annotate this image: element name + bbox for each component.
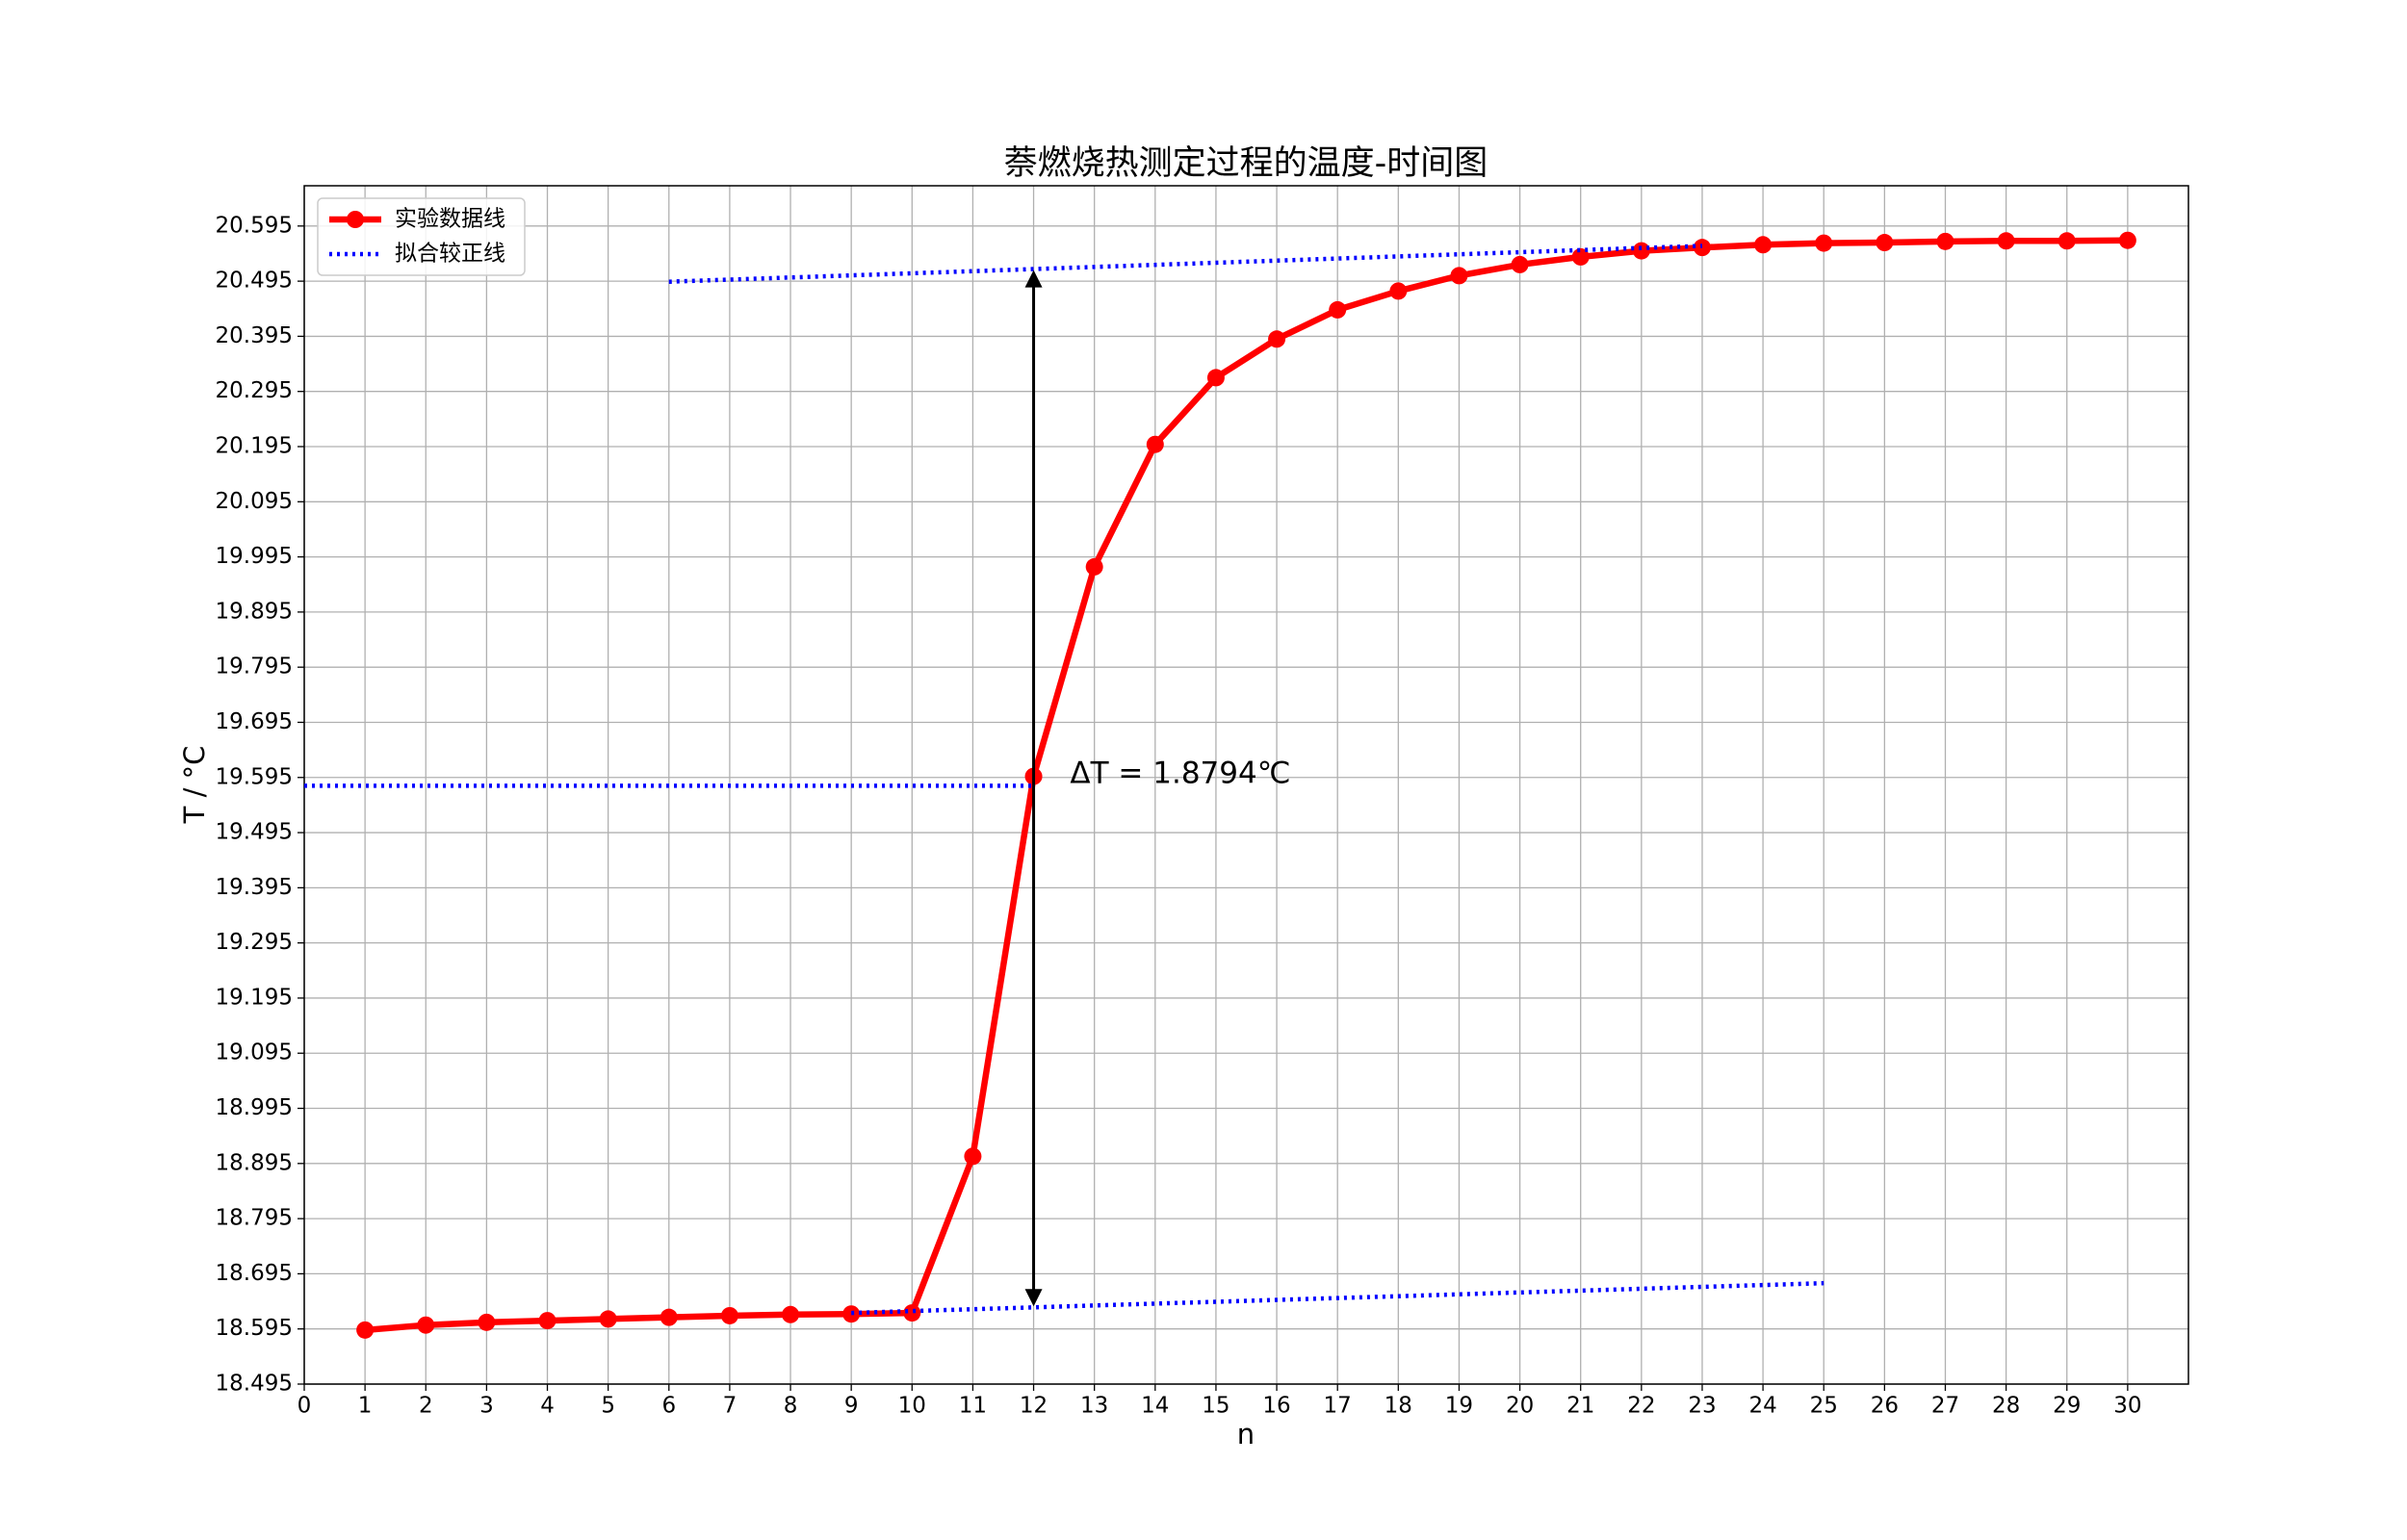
data-point: [1815, 234, 1833, 252]
x-tick-label: 19: [1445, 1394, 1473, 1419]
x-tick-label: 5: [601, 1394, 615, 1419]
y-tick-label: 19.595: [216, 764, 293, 789]
data-point: [720, 1306, 738, 1324]
x-tick-label: 23: [1688, 1394, 1716, 1419]
x-tick-label: 30: [2113, 1394, 2141, 1419]
y-tick-label: 19.395: [216, 875, 293, 900]
chart-title: 萘燃烧热测定过程的温度-时间图: [1004, 144, 1488, 183]
x-tick-label: 2: [419, 1394, 433, 1419]
y-tick-label: 20.395: [216, 323, 293, 348]
y-tick-label: 19.995: [216, 544, 293, 569]
x-tick-label: 9: [844, 1394, 859, 1419]
data-point: [782, 1305, 800, 1323]
x-tick-label: 7: [723, 1394, 738, 1419]
x-tick-label: 29: [2053, 1394, 2081, 1419]
data-point: [2118, 231, 2136, 249]
data-point: [1206, 369, 1225, 387]
x-tick-label: 25: [1810, 1394, 1838, 1419]
y-tick-label: 20.195: [216, 434, 293, 459]
data-point: [964, 1147, 982, 1166]
arrow-head: [1024, 1289, 1043, 1307]
legend-marker: [347, 211, 364, 228]
data-point: [1936, 232, 1954, 250]
data-point: [660, 1308, 678, 1326]
legend-label: 实验数据线: [395, 207, 505, 232]
x-tick-label: 4: [540, 1394, 555, 1419]
x-tick-label: 13: [1080, 1394, 1108, 1419]
data-point: [1632, 242, 1650, 260]
y-tick-label: 18.695: [216, 1261, 293, 1286]
data-point: [538, 1312, 556, 1330]
x-tick-label: 16: [1262, 1394, 1290, 1419]
y-tick-label: 19.795: [216, 654, 293, 680]
x-tick-label: 11: [959, 1394, 987, 1419]
data-point: [2058, 232, 2076, 250]
data-point: [599, 1310, 617, 1328]
x-tick-label: 3: [479, 1394, 494, 1419]
x-tick-label: 14: [1141, 1394, 1169, 1419]
data-point: [1450, 267, 1468, 285]
data-point: [842, 1305, 861, 1323]
x-tick-label: 18: [1385, 1394, 1412, 1419]
y-tick-label: 19.495: [216, 820, 293, 845]
data-point: [356, 1321, 375, 1339]
data-point: [1876, 234, 1894, 252]
y-tick-label: 18.495: [216, 1372, 293, 1397]
x-tick-label: 10: [898, 1394, 926, 1419]
y-tick-label: 18.995: [216, 1095, 293, 1120]
x-tick-label: 26: [1871, 1394, 1899, 1419]
data-point: [1997, 232, 2015, 250]
y-tick-label: 19.695: [216, 709, 293, 734]
x-tick-label: 0: [298, 1394, 312, 1419]
x-tick-label: 21: [1566, 1394, 1594, 1419]
arrow-head: [1024, 270, 1043, 288]
x-tick-label: 8: [784, 1394, 798, 1419]
data-point: [417, 1316, 435, 1334]
x-tick-label: 24: [1748, 1394, 1776, 1419]
y-tick-label: 18.595: [216, 1316, 293, 1341]
data-point: [1146, 435, 1164, 453]
data-point: [903, 1304, 921, 1322]
y-axis-label: T / °C: [178, 746, 211, 825]
y-tick-label: 19.095: [216, 1040, 293, 1065]
data-point: [1329, 300, 1347, 319]
y-tick-label: 18.895: [216, 1150, 293, 1175]
y-tick-label: 19.295: [216, 930, 293, 955]
data-point: [1511, 255, 1529, 273]
data-point: [1085, 557, 1103, 576]
data-point: [1754, 236, 1773, 254]
y-tick-label: 20.295: [216, 378, 293, 403]
x-tick-label: 20: [1506, 1394, 1534, 1419]
y-tick-label: 19.195: [216, 985, 293, 1010]
y-tick-label: 20.595: [216, 213, 293, 238]
x-tick-label: 22: [1627, 1394, 1655, 1419]
data-point: [1268, 330, 1286, 348]
x-tick-label: 17: [1324, 1394, 1352, 1419]
fit-line: [304, 244, 1825, 1316]
data-line: [364, 237, 2128, 1334]
data-point: [1571, 247, 1590, 266]
x-tick-label: 1: [358, 1394, 373, 1419]
legend-label: 拟合较正线: [395, 242, 505, 267]
x-tick-label: 15: [1202, 1394, 1229, 1419]
y-tick-label: 20.095: [216, 489, 293, 514]
data-point: [1389, 282, 1408, 300]
x-tick-label: 12: [1020, 1394, 1048, 1419]
x-tick-label: 27: [1931, 1394, 1959, 1419]
x-tick-label: 28: [1992, 1394, 2020, 1419]
y-tick-label: 20.495: [216, 269, 293, 294]
y-tick-label: 18.795: [216, 1206, 293, 1231]
x-tick-label: 6: [661, 1394, 676, 1419]
y-tick-label: 19.895: [216, 599, 293, 624]
data-point: [478, 1313, 496, 1331]
x-axis-label: n: [1237, 1418, 1255, 1450]
annotation: ΔT = 1.8794℃: [1070, 756, 1290, 790]
